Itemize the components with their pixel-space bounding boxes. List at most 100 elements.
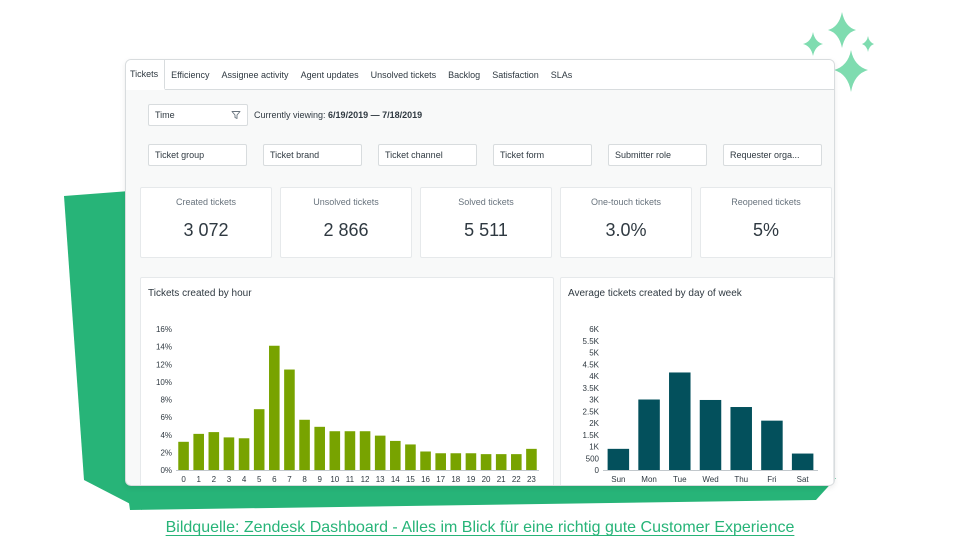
bar-16[interactable] (420, 451, 431, 470)
dashboard-window: Tickets Efficiency Assignee activity Agent … (125, 59, 835, 486)
bar-13[interactable] (374, 435, 386, 470)
bar-15[interactable] (405, 444, 416, 470)
hourly-bar-chart: 0%2%4%6%8%10%12%14%16%0 1 2 3 4 5 6 7 8 9 10 11 12 13… (156, 325, 539, 484)
bar-Wed[interactable] (699, 399, 722, 470)
bar-Sat[interactable] (791, 453, 814, 470)
x-tick-label: Fri (767, 475, 777, 484)
bar-2[interactable] (208, 432, 220, 470)
bar-0[interactable] (178, 441, 189, 470)
x-tick-label: 17 (436, 475, 445, 484)
x-tick-label: 21 (497, 475, 506, 484)
bar-Mon[interactable] (638, 399, 660, 471)
y-tick-label: 4% (160, 431, 172, 440)
x-tick-label: 14 (391, 475, 400, 484)
filter-fields: Ticket group Ticket brand Ticket channel… (148, 144, 822, 166)
kpi-label: Unsolved tickets (313, 197, 379, 207)
bar-7[interactable] (284, 369, 295, 470)
bar-4[interactable] (238, 438, 250, 470)
bar-Fri[interactable] (761, 420, 783, 470)
time-filter-select[interactable]: Time (148, 104, 248, 126)
y-tick-label: 3K (589, 396, 599, 405)
tab-efficiency[interactable]: Efficiency (171, 69, 210, 80)
x-tick-label: Sat (797, 475, 810, 484)
bar-Thu[interactable] (730, 407, 752, 470)
kpi-solved-tickets[interactable]: Solved tickets 5 511 (420, 187, 552, 258)
y-tick-label: 2.5K (583, 407, 600, 416)
x-tick-label: Thu (734, 475, 748, 484)
bar-23[interactable] (526, 448, 537, 470)
chart-card-weekday: 0 500 1K 1.5K 2K 2.5K 3K 3.5K 4K 4.5K 5K 5.5K 6K Sun M… (560, 277, 834, 485)
time-filter-row: Time Currently viewing: 6/19/2019 — 7/18… (148, 104, 422, 126)
y-tick-label: 6K (589, 325, 599, 334)
x-tick-label: Sun (611, 475, 625, 484)
x-tick-label: 4 (242, 475, 247, 484)
bar-18[interactable] (450, 453, 462, 470)
bar-21[interactable] (495, 454, 507, 470)
bar-10[interactable] (329, 431, 341, 470)
tab-unsolved-tickets[interactable]: Unsolved tickets (370, 69, 437, 80)
x-tick-label: 7 (287, 475, 292, 484)
chart-card-hourly: 0% 2% 4% 6% 8% 10% 12% 14% 16% 0 1 2 3 4 5 6 7 8 9 10 11 12 13… (140, 277, 554, 485)
image-source-caption[interactable]: Bildquelle: Zendesk Dashboard - Alles im… (165, 519, 795, 536)
kpi-value: 5 511 (464, 220, 508, 240)
bar-Sun[interactable] (607, 448, 630, 470)
x-tick-label: Wed (702, 475, 718, 484)
weekday-bar-chart: 0 500 1K 1.5K 2K 2.5K 3K 3.5K 4K 4.5K 5K 5.5K 6K Sun M… (583, 325, 818, 484)
viewing-range: 6/19/2019 — 7/18/2019 (328, 110, 423, 120)
x-tick-label: 3 (227, 475, 232, 484)
x-tick-label: 12 (361, 475, 370, 484)
x-tick-label: 1 (196, 475, 201, 484)
tab-tickets[interactable]: Tickets (126, 60, 166, 90)
tab-assignee-activity[interactable]: Assignee activity (221, 69, 289, 80)
kpi-unsolved-tickets[interactable]: Unsolved tickets 2 866 (280, 187, 412, 258)
kpi-label: Created tickets (175, 197, 237, 207)
bar-22[interactable] (511, 454, 522, 470)
x-tick-label: 2 (212, 475, 217, 484)
x-tick-label: 10 (330, 475, 339, 484)
bar-8[interactable] (299, 419, 310, 470)
x-tick-label: 9 (317, 475, 322, 484)
bar-14[interactable] (390, 440, 401, 470)
x-tick-label: 13 (376, 475, 385, 484)
bar-1[interactable] (193, 433, 204, 470)
kpi-row: Created tickets 3 072 Unsolved tickets 2… (140, 187, 832, 258)
field-ticket-channel[interactable]: Ticket channel (378, 144, 477, 166)
kpi-label: One-touch tickets (590, 197, 662, 207)
kpi-label: Solved tickets (458, 197, 514, 207)
y-tick-label: 1.5K (583, 431, 600, 440)
y-tick-label: 14% (156, 343, 172, 352)
x-tick-label: 20 (482, 475, 491, 484)
kpi-value: 3.0% (605, 220, 647, 240)
y-tick-label: 500 (586, 454, 600, 463)
bar-3[interactable] (223, 437, 235, 470)
x-tick-label: 5 (257, 475, 262, 484)
bar-6[interactable] (269, 345, 280, 470)
y-tick-label: 5.5K (583, 337, 600, 346)
field-ticket-form[interactable]: Ticket form (493, 144, 592, 166)
kpi-created-tickets[interactable]: Created tickets 3 072 (140, 187, 272, 258)
bar-19[interactable] (465, 453, 477, 470)
bar-Tue[interactable] (669, 372, 691, 470)
bar-5[interactable] (253, 409, 265, 470)
tab-slas[interactable]: SLAs (550, 69, 573, 80)
tab-satisfaction[interactable]: Satisfaction (492, 69, 539, 80)
chart-title: Average tickets created by day of week (568, 288, 742, 299)
bar-9[interactable] (314, 426, 325, 470)
bar-12[interactable] (359, 431, 371, 470)
kpi-one-touch-tickets[interactable]: One-touch tickets 3.0% (560, 187, 692, 258)
field-requester-organization[interactable]: Requester orga... (723, 144, 822, 166)
y-tick-label: 4K (589, 372, 599, 381)
tab-agent-updates[interactable]: Agent updates (300, 69, 359, 80)
bar-11[interactable] (344, 431, 356, 470)
kpi-reopened-tickets[interactable]: Reopened tickets 5% (700, 187, 832, 258)
sparkles-icon (796, 10, 880, 96)
tab-backlog[interactable]: Backlog (448, 69, 481, 80)
bar-20[interactable] (480, 454, 492, 470)
bar-17[interactable] (435, 453, 446, 470)
time-filter-label: Time (155, 110, 175, 120)
field-ticket-group[interactable]: Ticket group (148, 144, 247, 166)
field-submitter-role[interactable]: Submitter role (608, 144, 707, 166)
field-ticket-brand[interactable]: Ticket brand (263, 144, 362, 166)
x-tick-label: 22 (512, 475, 521, 484)
